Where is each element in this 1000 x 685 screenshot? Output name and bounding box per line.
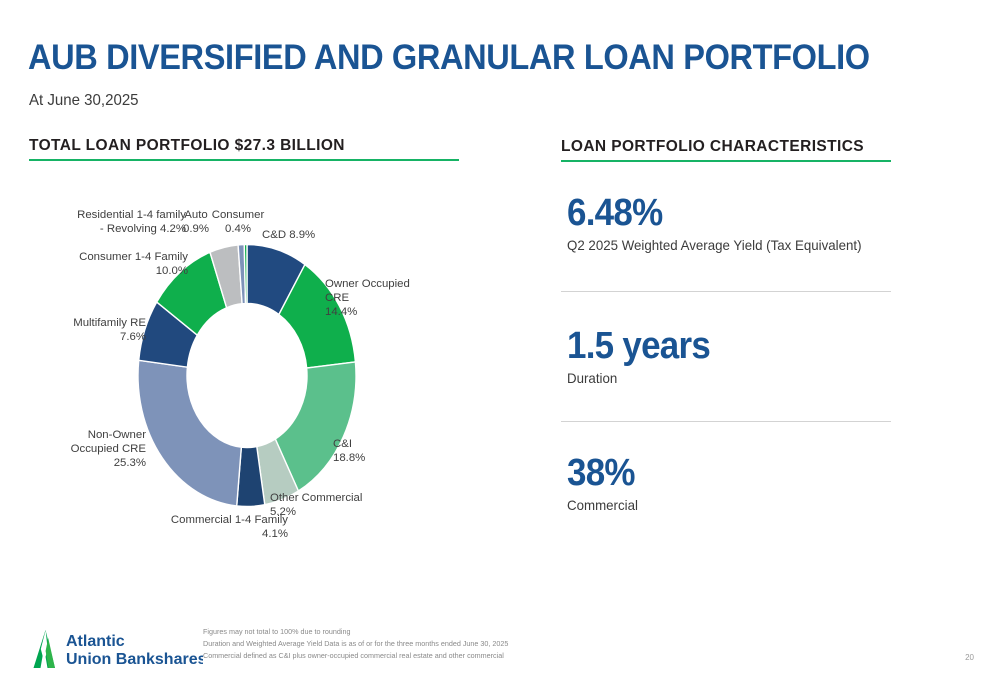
stat-value: 38% [567,452,635,494]
chart-label-line: 18.8% [333,452,366,465]
footnote-item: Duration and Weighted Average Yield Data… [203,639,509,649]
chart-label-multifamily-re: Multifamily RE 7.6% [38,316,146,344]
chart-label-consumer-1-4-family: Consumer 1-4 Family 10.0% [40,250,188,278]
footnote-item: Figures may not total to 100% due to rou… [203,627,351,636]
chart-label-line: 4.1% [262,528,288,541]
chart-label-consumer: Consumer 0.4% [210,208,266,236]
chart-label-commercial-1-4-family: Commercial 1-4 Family 4.1% [136,513,288,541]
stat-divider [561,421,891,422]
page-title: AUB DIVERSIFIED AND GRANULAR LOAN PORTFO… [28,38,870,77]
chart-label-line: Other Commercial [270,492,363,504]
footnotes-block: Figures may not total to 100% due to rou… [203,626,623,663]
stat-label: Duration [567,370,618,386]
chart-label-cd: C&D 8.9% [262,228,315,242]
logo-text-line2: Union Bankshares [66,651,203,668]
logo-mark-icon [33,630,55,668]
stat-value: 1.5 years [567,325,711,367]
chart-label-ci: C&I 18.8% [333,437,365,465]
chart-label-line: 14.4% [325,306,358,319]
chart-label-other-commercial: Other Commercial 5.2% [270,491,362,519]
chart-label-line: C&I [333,438,352,450]
chart-label-line: C&D 8.9% [262,229,316,241]
stat-divider [561,291,891,292]
chart-label-owner-occupied-cre: Owner Occupied CRE 14.4% [325,277,410,320]
chart-label-residential-revolving: Residential 1-4 family - Revolving 4.2% [66,208,186,236]
logo-text-line1: Atlantic [66,633,125,650]
stat-weighted-average-yield: 6.48% Q2 2025 Weighted Average Yield (Ta… [567,192,947,253]
footnote-item: Commercial defined as C&I plus owner-occ… [203,651,504,661]
chart-label-line: Residential 1-4 family [77,209,186,221]
left-section-rule [29,159,459,161]
stat-value: 6.48% [567,192,663,234]
stat-commercial-share: 38% Commercial [567,452,947,513]
page-subtitle-date: At June 30,2025 [29,92,139,109]
right-section-rule [561,160,891,162]
chart-label-line: Multifamily RE [73,317,146,329]
chart-label-non-owner-occupied-cre: Non-Owner Occupied CRE 25.3% [48,428,146,471]
right-section-heading: LOAN PORTFOLIO CHARACTERISTICS [561,138,865,155]
donut-slice-group [137,243,357,508]
chart-label-line: 10.0% [155,265,188,278]
chart-label-line: Auto [184,209,208,221]
chart-label-line: Non-Owner [87,429,146,441]
chart-label-line: CRE [325,292,350,305]
left-section-heading: TOTAL LOAN PORTFOLIO $27.3 BILLION [29,137,345,154]
stat-duration: 1.5 years Duration [567,325,947,386]
chart-label-line: 7.6% [120,331,146,344]
chart-label-line: - Revolving 4.2% [99,223,186,236]
company-logo: Atlantic Union Bankshares [28,628,203,670]
page-number: 20 [965,653,974,662]
atlantic-union-bankshares-logo-svg: Atlantic Union Bankshares [33,630,203,668]
stat-label: Q2 2025 Weighted Average Yield (Tax Equi… [567,237,862,253]
chart-label-line: Commercial 1-4 Family [170,514,288,526]
chart-label-line: 25.3% [113,457,146,470]
chart-label-line: Consumer 1-4 Family [79,251,188,263]
chart-label-line: 5.2% [270,506,296,519]
chart-label-line: 0.4% [225,223,251,236]
chart-label-auto: Auto 0.9% [179,208,213,236]
loan-portfolio-donut-chart [137,243,357,508]
chart-label-line: 0.9% [183,223,209,236]
donut-slice [243,243,248,305]
stat-label: Commercial [567,497,638,513]
chart-label-line: Owner Occupied [325,278,410,290]
chart-label-line: Consumer [211,209,265,221]
donut-chart-svg [137,243,357,508]
donut-slice [137,359,243,507]
chart-label-line: Occupied CRE [70,443,146,456]
